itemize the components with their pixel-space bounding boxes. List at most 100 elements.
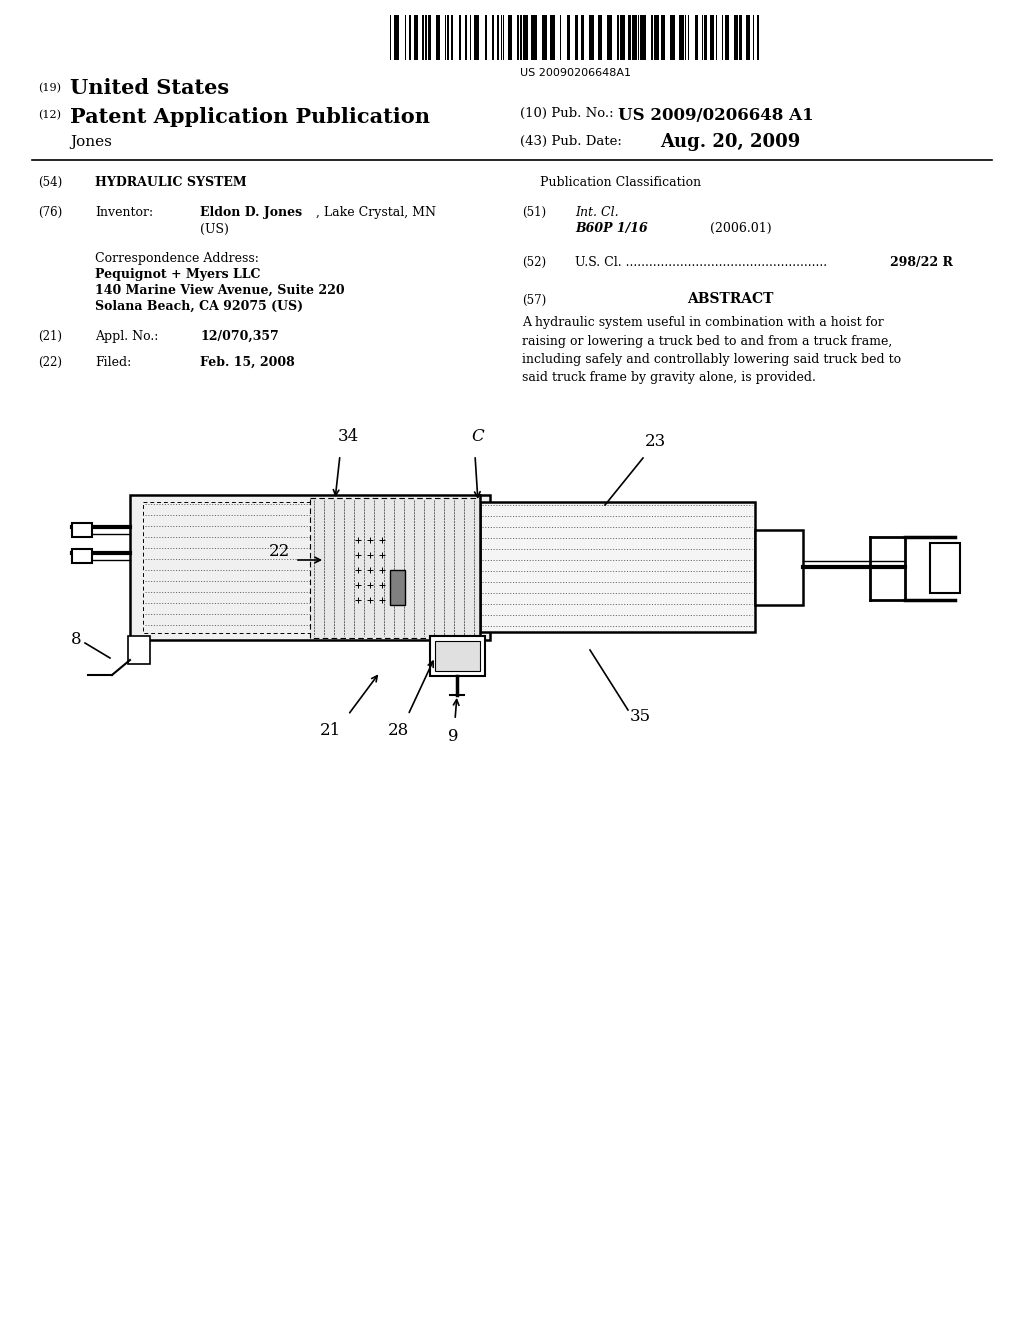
Bar — [459, 15, 461, 59]
Bar — [130, 495, 490, 640]
Text: 298/22 R: 298/22 R — [890, 256, 953, 269]
Bar — [757, 15, 759, 59]
Text: 35: 35 — [630, 708, 651, 725]
Text: Correspondence Address:: Correspondence Address: — [95, 252, 259, 265]
Bar — [628, 15, 631, 59]
Bar — [638, 15, 639, 59]
Text: , Lake Crystal, MN: , Lake Crystal, MN — [316, 206, 436, 219]
Bar — [632, 15, 637, 59]
Text: 12/070,357: 12/070,357 — [200, 330, 279, 343]
Bar — [670, 15, 675, 59]
Text: Inventor:: Inventor: — [95, 206, 154, 219]
Bar — [607, 15, 612, 59]
Bar — [445, 15, 446, 59]
Text: (57): (57) — [522, 294, 546, 308]
Text: 8: 8 — [72, 631, 82, 648]
Bar — [542, 15, 547, 59]
Bar — [503, 15, 505, 59]
Text: (2006.01): (2006.01) — [710, 222, 772, 235]
Bar — [425, 15, 427, 59]
Bar — [497, 15, 499, 59]
Text: (12): (12) — [38, 110, 61, 120]
Bar — [688, 15, 689, 59]
Bar — [703, 15, 707, 59]
Text: Publication Classification: Publication Classification — [540, 176, 701, 189]
Bar — [143, 502, 478, 634]
Bar — [422, 15, 424, 59]
Text: 34: 34 — [337, 428, 358, 445]
Bar — [651, 15, 653, 59]
Text: HYDRAULIC SYSTEM: HYDRAULIC SYSTEM — [95, 176, 247, 189]
Text: Filed:: Filed: — [95, 356, 131, 370]
Bar — [520, 15, 522, 59]
Bar — [390, 15, 391, 59]
Text: 140 Marine View Avenue, Suite 220: 140 Marine View Avenue, Suite 220 — [95, 284, 345, 297]
Bar — [310, 498, 480, 638]
Bar — [517, 15, 519, 59]
Bar — [430, 636, 485, 676]
Bar — [550, 15, 555, 59]
Bar — [710, 15, 715, 59]
Bar — [480, 502, 755, 632]
Text: Eldon D. Jones: Eldon D. Jones — [200, 206, 302, 219]
Bar — [725, 15, 729, 59]
Bar — [509, 15, 512, 59]
Bar — [390, 570, 406, 605]
Bar — [701, 15, 702, 59]
Bar — [582, 15, 585, 59]
Text: 21: 21 — [319, 722, 341, 739]
Text: United States: United States — [70, 78, 229, 98]
Text: Aug. 20, 2009: Aug. 20, 2009 — [660, 133, 800, 150]
Text: Patent Application Publication: Patent Application Publication — [70, 107, 430, 127]
Text: 28: 28 — [387, 722, 409, 739]
Bar — [523, 15, 528, 59]
Text: (52): (52) — [522, 256, 546, 269]
Text: C: C — [472, 428, 484, 445]
Bar — [452, 15, 454, 59]
Bar — [414, 15, 418, 59]
Bar — [739, 15, 742, 59]
Bar — [436, 15, 440, 59]
Bar — [694, 15, 697, 59]
Text: (54): (54) — [38, 176, 62, 189]
Bar — [654, 15, 659, 59]
Bar — [72, 523, 92, 537]
Bar — [531, 15, 537, 59]
Bar — [753, 15, 754, 59]
Text: (43) Pub. Date:: (43) Pub. Date: — [520, 135, 622, 148]
Text: 23: 23 — [645, 433, 667, 450]
Bar — [560, 15, 561, 59]
Text: (22): (22) — [38, 356, 62, 370]
Text: Int. Cl.: Int. Cl. — [575, 206, 618, 219]
Text: A hydraulic system useful in combination with a hoist for
raising or lowering a : A hydraulic system useful in combination… — [522, 315, 901, 384]
Text: Solana Beach, CA 92075 (US): Solana Beach, CA 92075 (US) — [95, 300, 303, 313]
Text: (76): (76) — [38, 206, 62, 219]
Bar — [679, 15, 684, 59]
Bar — [470, 15, 471, 59]
Text: (21): (21) — [38, 330, 62, 343]
Text: Appl. No.:: Appl. No.: — [95, 330, 159, 343]
Bar — [640, 15, 646, 59]
Bar — [589, 15, 594, 59]
Bar — [598, 15, 602, 59]
Bar — [662, 15, 666, 59]
Bar — [616, 15, 618, 59]
Text: Jones: Jones — [70, 135, 112, 149]
Bar — [409, 15, 411, 59]
Bar — [575, 15, 579, 59]
Bar — [717, 15, 718, 59]
Bar — [685, 15, 686, 59]
Bar — [465, 15, 467, 59]
Bar — [72, 549, 92, 564]
Text: US 2009/0206648 A1: US 2009/0206648 A1 — [618, 107, 814, 124]
Text: 22: 22 — [268, 544, 290, 561]
Bar — [501, 15, 502, 59]
Text: (19): (19) — [38, 83, 61, 94]
Bar — [394, 15, 399, 59]
Text: US 20090206648A1: US 20090206648A1 — [519, 69, 631, 78]
Text: Pequignot + Myers LLC: Pequignot + Myers LLC — [95, 268, 260, 281]
Bar — [734, 15, 738, 59]
Bar — [722, 15, 723, 59]
Text: B60P 1/16: B60P 1/16 — [575, 222, 648, 235]
Text: (51): (51) — [522, 206, 546, 219]
